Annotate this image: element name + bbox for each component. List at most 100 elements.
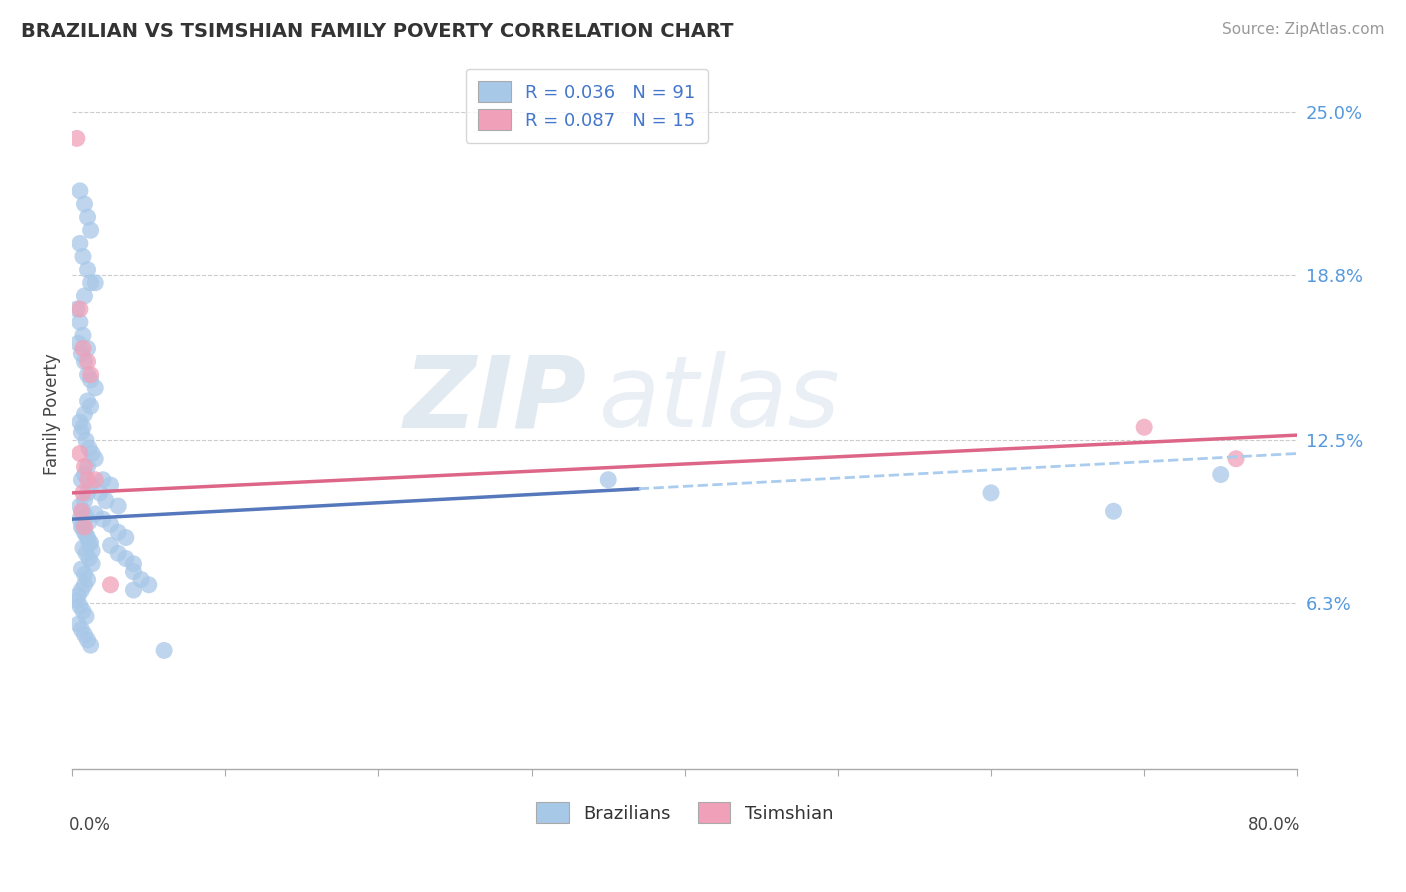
Text: atlas: atlas (599, 351, 841, 449)
Point (70, 520, 93, 534)
Point (69, 184, 91, 198)
Point (69, 315, 91, 329)
Point (1225, 451, 1247, 466)
Point (82, 543, 104, 558)
Point (72, 486, 94, 500)
Point (100, 538, 122, 552)
Text: BRAZILIAN VS TSIMSHIAN FAMILY POVERTY CORRELATION CHART: BRAZILIAN VS TSIMSHIAN FAMILY POVERTY CO… (21, 22, 734, 41)
Point (122, 557, 145, 571)
Point (69, 415, 91, 429)
Point (89, 486, 111, 500)
Point (76, 473, 98, 487)
Point (73, 407, 96, 421)
Point (70, 425, 93, 440)
Point (980, 486, 1002, 500)
Point (70, 504, 93, 518)
Point (107, 499, 129, 513)
Point (129, 573, 152, 587)
Point (100, 578, 122, 592)
Point (73, 197, 96, 211)
Point (94, 493, 117, 508)
Point (82, 446, 104, 460)
Text: ZIP: ZIP (404, 351, 586, 449)
Point (73, 289, 96, 303)
Point (66, 593, 89, 607)
Point (70, 623, 93, 637)
Point (91, 512, 114, 526)
Point (100, 517, 122, 532)
Point (84, 507, 107, 521)
Point (75, 434, 97, 448)
Point (75, 546, 97, 560)
Point (69, 236, 91, 251)
Legend: Brazilians, Tsimshian: Brazilians, Tsimshian (529, 795, 841, 830)
Point (76, 486, 98, 500)
Point (70, 347, 93, 361)
Point (76, 210, 98, 224)
Point (67, 588, 90, 602)
Point (67, 336, 90, 351)
Point (77, 515, 100, 529)
Point (73, 525, 96, 540)
Point (73, 467, 96, 482)
Point (79, 638, 101, 652)
Point (66, 131, 89, 145)
Point (84, 451, 107, 466)
Point (73, 493, 96, 508)
Point (82, 557, 104, 571)
Point (79, 478, 101, 492)
Point (73, 520, 96, 534)
Point (67, 617, 90, 632)
Point (72, 520, 94, 534)
Point (69, 499, 91, 513)
Point (76, 573, 98, 587)
Point (76, 632, 98, 647)
Point (72, 504, 94, 518)
Point (75, 509, 97, 524)
Point (100, 478, 122, 492)
Point (70, 473, 93, 487)
Point (72, 328, 94, 343)
Point (84, 381, 107, 395)
Point (138, 578, 160, 592)
Point (75, 528, 97, 542)
Point (598, 473, 620, 487)
Point (79, 276, 101, 290)
Point (77, 535, 100, 549)
Point (122, 582, 145, 597)
Point (77, 551, 100, 566)
Point (107, 525, 129, 540)
Point (73, 628, 96, 642)
Point (84, 276, 107, 290)
Point (72, 250, 94, 264)
Point (76, 459, 98, 474)
Point (72, 420, 94, 434)
Point (76, 394, 98, 409)
Point (70, 582, 93, 597)
Text: 0.0%: 0.0% (69, 816, 111, 834)
Point (79, 535, 101, 549)
Point (122, 565, 145, 579)
Point (73, 459, 96, 474)
Point (73, 567, 96, 582)
Point (76, 342, 98, 356)
Point (72, 541, 94, 555)
Point (76, 368, 98, 382)
Point (79, 373, 101, 387)
Text: 80.0%: 80.0% (1249, 816, 1301, 834)
Point (70, 562, 93, 576)
Point (72, 604, 94, 618)
Point (1102, 504, 1125, 518)
Point (79, 399, 101, 413)
Point (69, 301, 91, 316)
Point (79, 368, 101, 382)
Point (91, 473, 114, 487)
Point (75, 609, 97, 624)
Point (1133, 420, 1156, 434)
Point (69, 446, 91, 460)
Point (73, 578, 96, 592)
Point (79, 223, 101, 237)
Y-axis label: Family Poverty: Family Poverty (44, 353, 60, 475)
Point (114, 551, 136, 566)
Point (77, 442, 100, 456)
